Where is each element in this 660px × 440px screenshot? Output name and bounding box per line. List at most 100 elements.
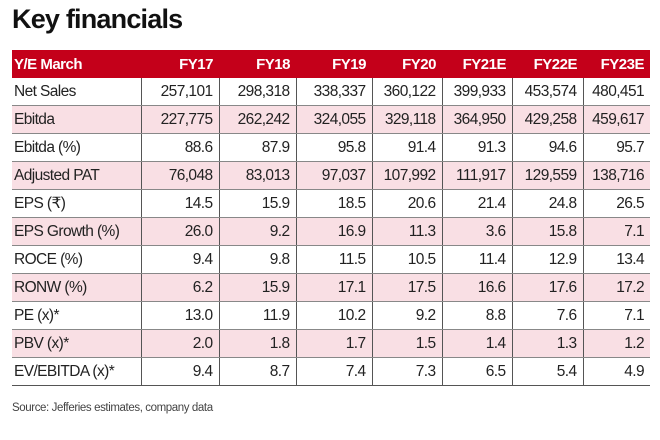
row-label: EPS Growth (%) (12, 217, 141, 246)
table-cell: 8.8 (441, 301, 512, 330)
column-header: FY21E (442, 50, 512, 78)
table-row: Ebitda 227,775 262,242 324,055 329,118 364,95… (12, 105, 650, 134)
table-cell: 480,451 (582, 78, 650, 106)
table-cell: 24.8 (511, 189, 583, 218)
table-cell: 76,048 (140, 161, 219, 190)
table-cell: 459,617 (582, 105, 650, 134)
column-header: FY20 (372, 50, 442, 78)
table-cell: 11.3 (371, 217, 442, 246)
table-cell: 16.9 (295, 217, 372, 246)
row-label-header: Y/E March (12, 50, 141, 78)
table-cell: 257,101 (140, 78, 219, 106)
table-cell: 9.2 (371, 301, 442, 330)
table-cell: 17.2 (582, 273, 650, 302)
table-cell: 13.4 (582, 245, 650, 274)
table-cell: 18.5 (295, 189, 372, 218)
row-label: Ebitda (12, 105, 141, 134)
table-row: EPS Growth (%) 26.0 9.2 16.9 11.3 3.6 15.8 7.1 (12, 217, 650, 246)
table-cell: 15.9 (218, 189, 296, 218)
row-label: Adjusted PAT (12, 161, 141, 190)
table-cell: 1.4 (441, 329, 512, 358)
table-cell: 26.5 (582, 189, 650, 218)
table-cell: 17.1 (295, 273, 372, 302)
column-header: FY19 (296, 50, 372, 78)
row-label: ROCE (%) (12, 245, 141, 274)
table-cell: 7.4 (295, 357, 372, 386)
table-cell: 429,258 (511, 105, 583, 134)
table-cell: 14.5 (140, 189, 219, 218)
table-cell: 9.8 (218, 245, 296, 274)
table-cell: 91.4 (371, 133, 442, 162)
table-cell: 6.2 (140, 273, 219, 302)
table-cell: 21.4 (441, 189, 512, 218)
table-cell: 6.5 (441, 357, 512, 386)
table-cell: 10.2 (295, 301, 372, 330)
table-cell: 9.4 (140, 357, 219, 386)
table-cell: 8.7 (218, 357, 296, 386)
row-label: Ebitda (%) (12, 133, 141, 162)
row-label: PBV (x)* (12, 329, 141, 358)
table-cell: 129,559 (511, 161, 583, 190)
table-cell: 399,933 (441, 78, 512, 106)
table-cell: 7.6 (511, 301, 583, 330)
table-cell: 16.6 (441, 273, 512, 302)
table-cell: 26.0 (140, 217, 219, 246)
table-cell: 324,055 (295, 105, 372, 134)
table-cell: 138,716 (582, 161, 650, 190)
table-cell: 227,775 (140, 105, 219, 134)
table-cell: 11.4 (441, 245, 512, 274)
table-cell: 95.7 (582, 133, 650, 162)
table-cell: 1.8 (218, 329, 296, 358)
table-cell: 94.6 (511, 133, 583, 162)
table-cell: 95.8 (295, 133, 372, 162)
header-row: Y/E March FY17 FY18 FY19 FY20 FY21E FY22E FY23E (12, 50, 650, 78)
table-cell: 1.3 (511, 329, 583, 358)
table-cell: 17.5 (371, 273, 442, 302)
table-cell: 11.9 (218, 301, 296, 330)
table-cell: 97,037 (295, 161, 372, 190)
table-row: EPS (₹) 14.5 15.9 18.5 20.6 21.4 24.8 26.5 (12, 189, 650, 218)
table-cell: 5.4 (511, 357, 583, 386)
table-cell: 2.0 (140, 329, 219, 358)
table-cell: 262,242 (218, 105, 296, 134)
table-row: Ebitda (%) 88.6 87.9 95.8 91.4 91.3 94.6 95.7 (12, 133, 650, 162)
table-cell: 9.2 (218, 217, 296, 246)
column-header: FY22E (512, 50, 583, 78)
table-cell: 329,118 (371, 105, 442, 134)
table-cell: 338,337 (295, 78, 372, 106)
page-title: Key financials (12, 4, 183, 34)
table-cell: 83,013 (218, 161, 296, 190)
table-cell: 12.9 (511, 245, 583, 274)
financials-table: Y/E March FY17 FY18 FY19 FY20 FY21E FY22E FY23E… (12, 50, 650, 386)
column-header: FY17 (141, 50, 219, 78)
table-cell: 1.2 (582, 329, 650, 358)
table-cell: 364,950 (441, 105, 512, 134)
table-row: EV/EBITDA (x)* 9.4 8.7 7.4 7.3 6.5 5.4 4.9 (12, 357, 650, 386)
table-row: Adjusted PAT 76,048 83,013 97,037 107,992 111… (12, 161, 650, 190)
table-row: Net Sales 257,101 298,318 338,337 360,122 399… (12, 78, 650, 106)
table-cell: 360,122 (371, 78, 442, 106)
table-cell: 111,917 (441, 161, 512, 190)
table-row: ROCE (%) 9.4 9.8 11.5 10.5 11.4 12.9 13.4 (12, 245, 650, 274)
row-label: RONW (%) (12, 273, 141, 302)
row-label: EV/EBITDA (x)* (12, 357, 141, 386)
source-note: Source: Jefferies estimates, company dat… (12, 402, 213, 414)
table-row: RONW (%) 6.2 15.9 17.1 17.5 16.6 17.6 17.2 (12, 273, 650, 302)
table-cell: 298,318 (218, 78, 296, 106)
table-cell: 91.3 (441, 133, 512, 162)
table-cell: 15.8 (511, 217, 583, 246)
table-cell: 87.9 (218, 133, 296, 162)
table-cell: 88.6 (140, 133, 219, 162)
table-cell: 453,574 (511, 78, 583, 106)
table-row: PE (x)* 13.0 11.9 10.2 9.2 8.8 7.6 7.1 (12, 301, 650, 330)
table-cell: 107,992 (371, 161, 442, 190)
table-cell: 10.5 (371, 245, 442, 274)
table-cell: 7.1 (582, 217, 650, 246)
table-cell: 9.4 (140, 245, 219, 274)
table-cell: 4.9 (582, 357, 650, 386)
table-cell: 1.5 (371, 329, 442, 358)
column-header: FY23E (583, 50, 650, 78)
table-cell: 7.1 (582, 301, 650, 330)
column-header: FY18 (219, 50, 296, 78)
table-cell: 17.6 (511, 273, 583, 302)
